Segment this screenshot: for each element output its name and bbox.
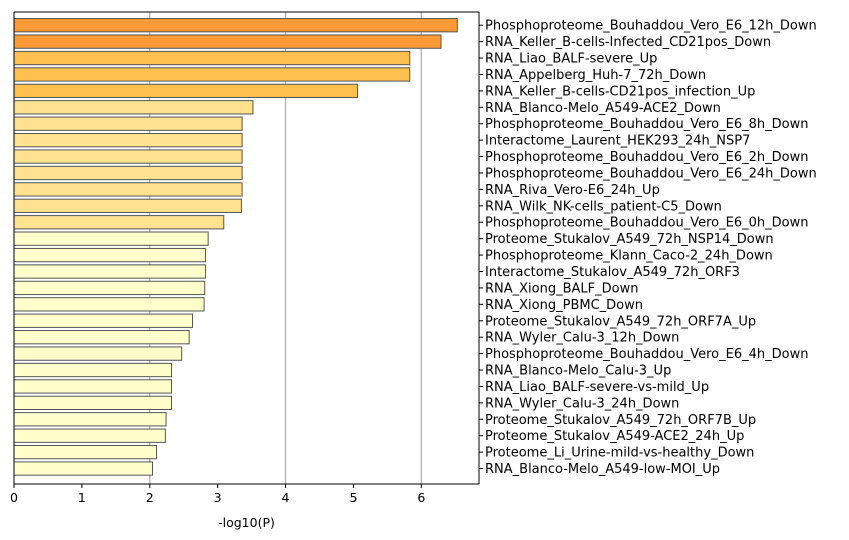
bar [13, 198, 242, 213]
category-label: Phosphoproteome_Bouhaddou_Vero_E6_2h_Dow… [485, 150, 808, 165]
category-label: Proteome_Stukalov_A549_72h_NSP14_Down [485, 232, 774, 247]
category-label: Phosphoproteome_Bouhaddou_Vero_E6_8h_Dow… [485, 117, 808, 132]
bar [13, 362, 172, 378]
category-label: RNA_Appelberg_Huh-7_72h_Down [485, 68, 706, 83]
x-tick-label: 3 [214, 490, 222, 505]
category-label: Proteome_Li_Urine-mild-vs-healthy_Down [485, 446, 754, 461]
x-tick-label: 6 [417, 490, 425, 505]
category-label: Phosphoproteome_Bouhaddou_Vero_E6_4h_Dow… [485, 347, 808, 362]
bar [13, 215, 225, 230]
bar [13, 461, 153, 476]
x-axis-title: -log10(P) [218, 515, 275, 530]
bar [13, 182, 243, 197]
bar [13, 330, 190, 345]
x-tick-label: 0 [10, 490, 18, 505]
category-label: RNA_Wyler_Calu-3_24h_Down [485, 396, 679, 411]
bar [13, 83, 358, 99]
bar [13, 149, 243, 164]
bar [13, 34, 442, 49]
bar [13, 395, 172, 411]
bar [13, 280, 206, 296]
bar [13, 346, 183, 361]
bar [13, 116, 243, 131]
bar [13, 132, 243, 148]
bar [13, 231, 209, 246]
category-label: RNA_Xiong_PBMC_Down [485, 298, 643, 313]
category-label: RNA_Wyler_Calu-3_12h_Down [485, 331, 679, 346]
category-label: Interactome_Laurent_HEK293_24h_NSP7 [485, 134, 750, 149]
category-label: RNA_Keller_B-cells-Infected_CD21pos_Down [485, 35, 771, 50]
bar [13, 428, 166, 443]
bar [13, 444, 158, 460]
category-label: RNA_Liao_BALF-severe-vs-mild_Up [485, 380, 709, 395]
category-labels: Phosphoproteome_Bouhaddou_Vero_E6_12h_Do… [479, 19, 817, 477]
bar [13, 165, 243, 181]
category-label: RNA_Riva_Vero-E6_24h_Up [485, 183, 660, 198]
bar [13, 264, 206, 279]
bar [13, 313, 194, 328]
category-label: Proteome_Stukalov_A549-ACE2_24h_Up [485, 429, 744, 444]
category-label: RNA_Liao_BALF-severe_Up [485, 52, 657, 67]
category-label: Phosphoproteome_Bouhaddou_Vero_E6_24h_Do… [485, 166, 817, 181]
bar [13, 18, 458, 33]
category-label: Interactome_Stukalov_A549_72h_ORF3 [485, 265, 740, 280]
bar [13, 297, 205, 312]
bar [13, 50, 411, 66]
x-tick-label: 4 [282, 490, 290, 505]
category-label: Proteome_Stukalov_A549_72h_ORF7B_Up [485, 413, 756, 428]
bars [13, 18, 458, 476]
category-label: Phosphoproteome_Klann_Caco-2_24h_Down [485, 249, 773, 264]
category-label: RNA_Xiong_BALF_Down [485, 281, 638, 296]
bar [13, 379, 172, 394]
category-label: RNA_Blanco-Melo_A549-ACE2_Down [485, 101, 721, 116]
bar [13, 67, 411, 82]
bar [13, 100, 254, 115]
x-ticks: 0 1 2 3 4 5 6 [10, 484, 425, 505]
category-label: RNA_Wilk_NK-cells_patient-C5_Down [485, 199, 722, 214]
category-label: RNA_Blanco-Melo_Calu-3_Up [485, 364, 671, 379]
category-label: Phosphoproteome_Bouhaddou_Vero_E6_12h_Do… [485, 19, 817, 34]
category-label: RNA_Keller_B-cells-CD21pos_infection_Up [485, 84, 755, 99]
x-tick-label: 1 [78, 490, 86, 505]
category-label: Phosphoproteome_Bouhaddou_Vero_E6_0h_Dow… [485, 216, 808, 231]
x-tick-label: 2 [146, 490, 154, 505]
category-label: Proteome_Stukalov_A549_72h_ORF7A_Up [485, 314, 756, 329]
category-label: RNA_Blanco-Melo_A549-low-MOI_Up [485, 462, 720, 477]
x-tick-label: 5 [349, 490, 357, 505]
bar [13, 412, 167, 427]
bar [13, 247, 206, 263]
